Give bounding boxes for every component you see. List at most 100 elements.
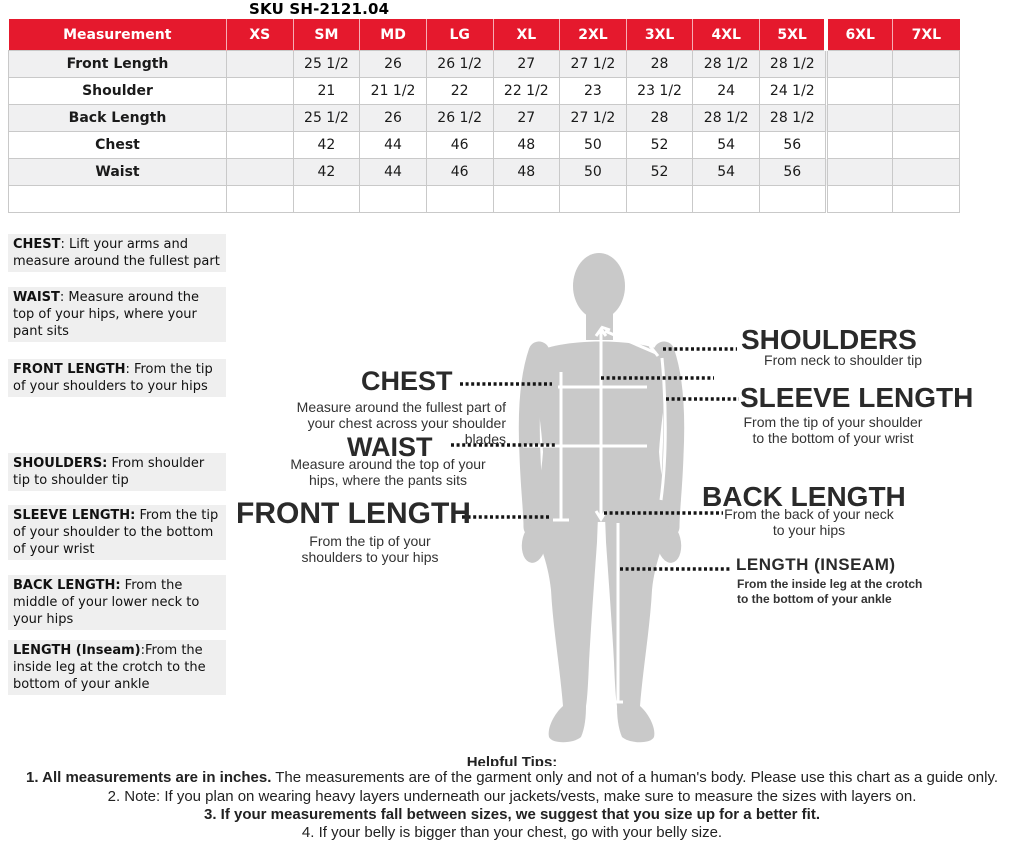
value-cell: 28 1/2 xyxy=(692,104,760,132)
body-silhouette xyxy=(518,253,685,743)
definition-chest: CHEST: Lift your arms and measure around… xyxy=(8,234,226,272)
value-cell: 50 xyxy=(559,158,627,186)
value-cell xyxy=(226,104,294,132)
value-cell: 54 xyxy=(692,131,760,159)
value-cell xyxy=(892,77,960,105)
value-cell: 46 xyxy=(425,158,494,186)
definition-text: :From the inside leg at the crotch to th… xyxy=(13,643,206,692)
length-inseam-caption: From the inside leg at the crotch to the… xyxy=(737,577,923,606)
value-cell: 26 1/2 xyxy=(425,104,494,132)
value-cell xyxy=(625,185,694,213)
value-cell: 24 1/2 xyxy=(759,77,827,105)
sleeve-length-label: SLEEVE LENGTH xyxy=(740,382,974,413)
value-cell xyxy=(892,50,960,78)
value-cell xyxy=(824,77,894,105)
value-cell: 23 1/2 xyxy=(625,77,694,105)
definition-term: WAIST xyxy=(13,290,60,305)
value-cell xyxy=(226,185,294,213)
column-header-sm: SM xyxy=(292,19,360,51)
table-row: Chest 42 44 46 48 50 52 54 56 xyxy=(8,131,960,159)
front-length-caption: From the tip of your shoulders to your h… xyxy=(301,533,439,565)
row-label: Back Length xyxy=(8,104,227,132)
measurement-lines xyxy=(523,325,667,704)
definition-term: CHEST xyxy=(13,237,61,252)
row-label: Front Length xyxy=(8,50,227,78)
value-cell: 23 xyxy=(559,77,627,105)
value-cell xyxy=(226,158,294,186)
value-cell xyxy=(892,185,960,213)
tip-text: 2. Note: If you plan on wearing heavy la… xyxy=(107,788,917,805)
column-header-lg: LG xyxy=(425,19,493,51)
column-header-xs: XS xyxy=(226,19,294,51)
definition-shoulders: SHOULDERS: From shoulder tip to shoulder… xyxy=(8,453,226,491)
table-row: Waist 42 44 46 48 50 52 54 56 xyxy=(8,158,960,186)
value-cell: 26 1/2 xyxy=(425,50,494,78)
definition-waist: WAIST: Measure around the top of your hi… xyxy=(8,287,226,342)
value-cell xyxy=(824,131,894,159)
definition-length-inseam: LENGTH (Inseam):From the inside leg at t… xyxy=(8,640,226,695)
shoulders-label: SHOULDERS xyxy=(741,324,917,355)
tip-bold-text: 1. All measurements are in inches. xyxy=(25,769,272,786)
value-cell xyxy=(892,158,960,186)
shoulders-caption: From neck to shoulder tip xyxy=(764,352,922,368)
row-label xyxy=(8,185,227,213)
value-cell: 48 xyxy=(492,131,561,159)
column-header-7xl: 7XL xyxy=(892,19,960,51)
value-cell xyxy=(892,104,960,132)
tip-line: 2. Note: If you plan on wearing heavy la… xyxy=(0,788,1024,805)
value-cell: 50 xyxy=(559,131,627,159)
value-cell xyxy=(425,185,494,213)
sku-title: SKU SH-2121.04 xyxy=(249,0,390,18)
value-cell xyxy=(226,50,294,78)
value-cell xyxy=(824,50,894,78)
row-label: Shoulder xyxy=(8,77,227,105)
definition-term: BACK LENGTH: xyxy=(13,578,121,593)
definition-term: SLEEVE LENGTH: xyxy=(13,508,136,523)
tip-text: 3. If your measurements fall between siz… xyxy=(204,806,820,823)
definition-term: SHOULDERS: xyxy=(13,456,108,471)
value-cell: 22 1/2 xyxy=(492,77,561,105)
definition-text: From the middle of your lower neck to yo… xyxy=(13,578,200,627)
definition-text: : Measure around the top of your hips, w… xyxy=(13,290,199,339)
value-cell: 21 xyxy=(292,77,361,105)
value-cell: 52 xyxy=(625,131,694,159)
value-cell xyxy=(824,158,894,186)
chest-caption: Measure around the fullest part of your … xyxy=(296,399,506,447)
back-length-label: BACK LENGTH xyxy=(702,481,906,512)
size-table: Measurement XS SM MD LG XL 2XL 3XL 4XL 5XL 6XL 7XL F… xyxy=(8,19,960,213)
value-cell: 44 xyxy=(359,131,427,159)
table-row: Shoulder 21 21 1/2 22 22 1/2 23 23 1/2 24 24 1/2 xyxy=(8,77,960,105)
column-header-md: MD xyxy=(359,19,427,51)
leader-lines xyxy=(451,347,739,571)
definition-term: LENGTH (Inseam) xyxy=(13,643,141,658)
row-label: Chest xyxy=(8,131,227,159)
sleeve-length-caption: From the tip of your shoulder to the bot… xyxy=(743,414,923,446)
definition-text: From the tip of your shoulder to the bot… xyxy=(13,508,219,557)
table-row xyxy=(8,185,960,213)
front-length-label: FRONT LENGTH xyxy=(236,497,471,530)
value-cell xyxy=(492,185,561,213)
column-header-6xl: 6XL xyxy=(824,19,893,51)
tips-heading: Helpful Tips: xyxy=(0,754,1024,766)
value-cell xyxy=(559,185,627,213)
value-cell: 25 1/2 xyxy=(292,104,361,132)
definition-back-length: BACK LENGTH: From the middle of your low… xyxy=(8,575,226,630)
waist-label: WAIST xyxy=(347,432,433,462)
definition-sleeve-length: SLEEVE LENGTH: From the tip of your shou… xyxy=(8,505,226,560)
value-cell xyxy=(759,185,827,213)
value-cell: 42 xyxy=(292,131,361,159)
waist-caption: Measure around the top of your hips, whe… xyxy=(290,456,486,488)
tips-heading-text: Helpful Tips: xyxy=(466,754,558,766)
value-cell xyxy=(359,185,427,213)
value-cell: 28 1/2 xyxy=(759,50,827,78)
definition-text: From shoulder tip to shoulder tip xyxy=(13,456,205,488)
value-cell: 28 1/2 xyxy=(759,104,827,132)
column-header-measurement: Measurement xyxy=(8,19,227,51)
tip-line: 3. If your measurements fall between siz… xyxy=(0,806,1024,823)
value-cell xyxy=(226,131,294,159)
value-cell: 42 xyxy=(292,158,361,186)
chest-label: CHEST xyxy=(361,366,453,396)
value-cell: 48 xyxy=(492,158,561,186)
tip-text: The measurements are of the garment only… xyxy=(271,769,998,786)
